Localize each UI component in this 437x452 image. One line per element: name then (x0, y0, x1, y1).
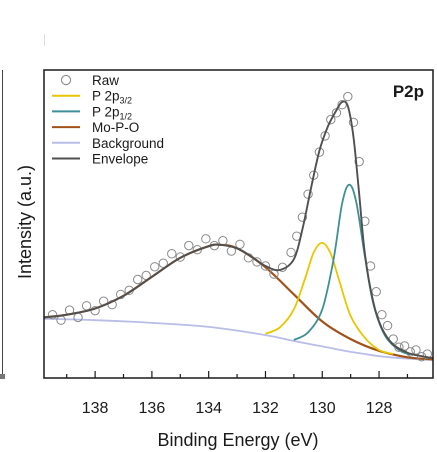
raw-data-point (201, 234, 211, 244)
legend-swatch-circle (60, 74, 72, 86)
raw-data-point (411, 345, 421, 355)
legend-label: Envelope (92, 152, 148, 167)
raw-data-point (297, 212, 308, 222)
raw-data-point (382, 320, 393, 331)
plot-layer (43, 91, 434, 362)
legend-item: Envelope (52, 152, 148, 167)
x-tick-label: 134 (195, 400, 222, 417)
x-axis-ticks: 138 136 134 132 130 128 (66, 371, 409, 417)
raw-data-point (371, 287, 381, 297)
legend-label: Background (92, 136, 164, 151)
legend-item: P 2p1/2 (52, 104, 132, 121)
cropped-neighbor-edge-top (44, 34, 45, 46)
panel-label: P2p (393, 82, 424, 101)
raw-data-point (343, 91, 353, 102)
legend-item: P 2p3/2 (52, 89, 132, 106)
legend-label: P 2p3/2 (92, 89, 132, 106)
raw-data-point (260, 261, 271, 271)
raw-data-point (286, 247, 296, 258)
x-tick-label: 132 (252, 400, 279, 417)
raw-data-point (192, 244, 203, 255)
cropped-neighbor-mark (0, 374, 5, 379)
raw-data-point (422, 349, 433, 359)
raw-data-point (252, 257, 262, 267)
x-tick-label: 128 (366, 400, 393, 417)
raw-data-point (394, 342, 404, 352)
y-axis-label: Intensity (a.u.) (15, 165, 35, 279)
legend-item: Mo-P-O (52, 120, 139, 135)
cropped-neighbor-axis (2, 70, 3, 375)
series-line-background (43, 317, 434, 361)
plot-frame (43, 69, 434, 379)
raw-data-point (150, 262, 160, 272)
raw-data-point (133, 274, 143, 285)
raw-data-points (47, 91, 433, 362)
legend-label: P 2p1/2 (92, 104, 132, 121)
legend-label: Raw (92, 73, 119, 88)
x-tick-label: 138 (82, 400, 109, 417)
series-line-envelope (43, 100, 434, 360)
series-line-p-2p3-2 (265, 242, 394, 355)
x-tick-label: 130 (309, 400, 336, 417)
raw-data-point (218, 236, 228, 246)
x-tick-label: 136 (139, 400, 166, 417)
raw-data-point (354, 156, 364, 167)
raw-data-point (377, 310, 387, 320)
raw-data-point (399, 341, 410, 351)
series-line-mo-p-o (43, 243, 434, 361)
raw-data-point (107, 300, 117, 310)
raw-data-point (81, 301, 92, 311)
raw-data-point (47, 310, 58, 320)
raw-data-point (326, 114, 336, 125)
raw-data-point (175, 252, 185, 262)
raw-data-point (235, 239, 245, 249)
legend-label: Mo-P-O (92, 120, 139, 135)
x-axis-label: Binding Energy (eV) (157, 430, 318, 450)
raw-data-point (158, 258, 168, 268)
raw-data-point (184, 240, 194, 251)
legend-item: Raw (60, 73, 119, 88)
raw-data-point (348, 117, 359, 128)
series-line-p-2p1-2 (293, 183, 411, 356)
legend-item: Background (52, 136, 164, 151)
raw-data-point (167, 249, 177, 259)
